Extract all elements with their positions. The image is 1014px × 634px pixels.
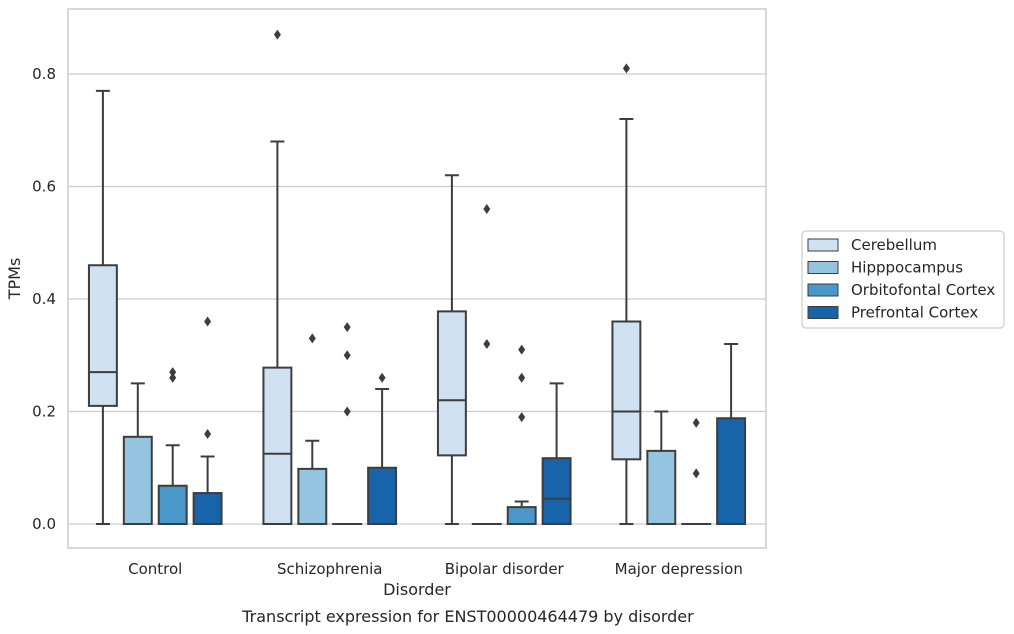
- box-rect: [262, 366, 293, 525]
- legend-label: Cerebellum: [851, 236, 937, 254]
- x-axis-label: Disorder: [383, 580, 451, 599]
- box-2-3: [541, 382, 572, 525]
- outlier-point: [169, 367, 177, 378]
- outlier-point: [273, 29, 281, 40]
- box-1-0: [262, 29, 293, 525]
- outlier-point: [378, 372, 386, 383]
- x-tick-label: Bipolar disorder: [445, 560, 565, 578]
- outlier-point: [343, 350, 351, 361]
- y-tick-label: 0.8: [32, 65, 56, 83]
- legend-frame: [801, 230, 1005, 329]
- box-0-3: [192, 316, 223, 525]
- box-2-0: [436, 174, 467, 525]
- outlier-point: [483, 204, 491, 214]
- x-tick-label: Major depression: [615, 560, 743, 578]
- box-rect: [157, 484, 188, 525]
- box-rect: [367, 466, 398, 525]
- x-tick-label: Schizophrenia: [277, 560, 382, 578]
- box-series-group: [87, 29, 747, 526]
- box-rect: [541, 457, 572, 525]
- outlier-point: [204, 316, 212, 327]
- legend: Cerebellum Hipppocampus Orbitofontal Corte…: [801, 230, 1005, 329]
- outlier-point: [308, 333, 316, 344]
- box-1-1: [297, 333, 328, 525]
- legend-swatch: [807, 238, 839, 252]
- box-3-2: [681, 417, 712, 526]
- box-rect: [436, 310, 467, 457]
- box-0-2: [157, 367, 188, 525]
- box-rect: [646, 449, 677, 525]
- legend-swatch: [807, 261, 839, 274]
- legend-swatch: [807, 306, 839, 319]
- legend-label: Prefrontal Cortex: [851, 304, 978, 322]
- outlier-point: [169, 372, 177, 383]
- box-1-3: [367, 372, 398, 525]
- outlier-point: [518, 372, 526, 383]
- box-1-2: [332, 322, 363, 526]
- y-axis-tick-labels: 0.0 0.2 0.4 0.6 0.8: [32, 65, 56, 533]
- y-tick-label: 0.2: [32, 403, 56, 421]
- outlier-point: [483, 339, 491, 349]
- box-rect: [87, 264, 118, 407]
- outlier-point: [622, 63, 630, 74]
- box-rect: [297, 467, 328, 525]
- legend-swatch: [807, 283, 839, 297]
- legend-label: Orbitofontal Cortex: [851, 281, 995, 299]
- outlier-point: [518, 412, 526, 423]
- box-rect: [506, 506, 537, 525]
- outlier-point: [343, 322, 351, 333]
- box-3-1: [646, 410, 677, 525]
- outlier-point: [204, 429, 212, 439]
- legend-label: Hipppocampus: [851, 259, 963, 277]
- box-0-1: [122, 382, 153, 525]
- outlier-point: [692, 417, 700, 428]
- y-tick-label: 0.4: [32, 290, 56, 308]
- outlier-point: [692, 468, 700, 479]
- x-axis-tick-labels: Control Schizophrenia Bipolar disorder Majo…: [128, 560, 743, 578]
- box-rect: [611, 320, 642, 461]
- box-3-3: [716, 343, 747, 525]
- plot-area-frame: [67, 8, 767, 549]
- outlier-point: [343, 406, 351, 417]
- box-3-0: [611, 63, 642, 525]
- y-axis-label: TPMs: [5, 258, 24, 301]
- box-2-1: [471, 204, 502, 526]
- outlier-point: [518, 344, 526, 355]
- box-rect: [192, 492, 223, 525]
- box-2-2: [506, 344, 537, 525]
- y-tick-label: 0.6: [32, 178, 56, 196]
- box-rect: [716, 417, 747, 525]
- box-0-0: [87, 89, 118, 525]
- box-rect: [122, 435, 153, 525]
- y-tick-label: 0.0: [32, 515, 56, 533]
- figure-caption: Transcript expression for ENST0000046447…: [241, 607, 694, 626]
- x-tick-label: Control: [128, 560, 182, 578]
